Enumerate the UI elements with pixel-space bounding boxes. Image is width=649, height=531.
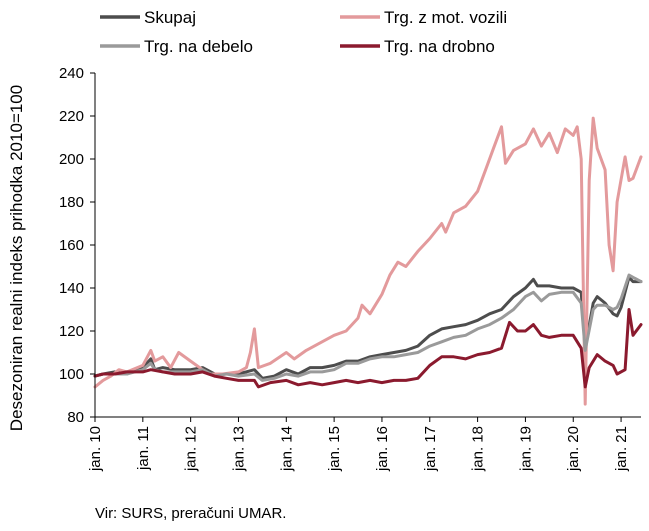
y-tick-label: 100 (59, 366, 84, 383)
x-ticks: jan. 10 jan. 11 jan. 12 jan. 13 jan. 14 jan. … (87, 417, 630, 472)
y-tick-label: 80 (67, 409, 84, 426)
y-tick-label: 160 (59, 237, 84, 254)
x-tick-label: jan. 17 (422, 426, 439, 472)
series-layer (93, 116, 643, 406)
legend-label-skupaj: Skupaj (144, 8, 196, 27)
x-tick-label: jan. 16 (374, 426, 391, 472)
x-tick-label: jan. 21 (613, 426, 630, 472)
x-tick-label: jan. 15 (326, 426, 343, 472)
series-line-trg-na-debelo (93, 273, 643, 382)
x-tick-label: jan. 18 (470, 426, 487, 472)
legend-label-trg-z-mot-vozili: Trg. z mot. vozili (384, 8, 507, 27)
legend: Skupaj Trg. z mot. vozili Trg. na debelo Tr… (100, 8, 507, 56)
x-tick-label: jan. 14 (278, 426, 295, 472)
y-tick-label: 220 (59, 108, 84, 125)
series-line-trg-z-mot-vozili (93, 116, 643, 406)
x-tick-label: jan. 19 (517, 426, 534, 472)
axes (94, 73, 641, 418)
y-tick-label: 140 (59, 280, 84, 297)
x-tick-label: jan. 11 (135, 426, 152, 471)
y-ticks: 80 100 120 140 160 180 200 220 240 (59, 65, 95, 426)
x-tick-label: jan. 12 (183, 426, 200, 472)
series-line-trg-na-drobno (93, 308, 643, 389)
y-tick-label: 180 (59, 194, 84, 211)
y-axis-label: Desezoniran realni indeks prihodka 2010=… (7, 85, 26, 431)
y-tick-label: 240 (59, 65, 84, 82)
y-tick-label: 120 (59, 323, 84, 340)
x-tick-label: jan. 20 (565, 426, 582, 472)
legend-label-trg-na-drobno: Trg. na drobno (384, 37, 495, 56)
y-tick-label: 200 (59, 151, 84, 168)
x-tick-label: jan. 13 (230, 426, 247, 472)
legend-label-trg-na-debelo: Trg. na debelo (144, 37, 253, 56)
x-tick-label: jan. 10 (87, 426, 104, 472)
source-note: Vir: SURS, preračuni UMAR. (95, 505, 287, 522)
